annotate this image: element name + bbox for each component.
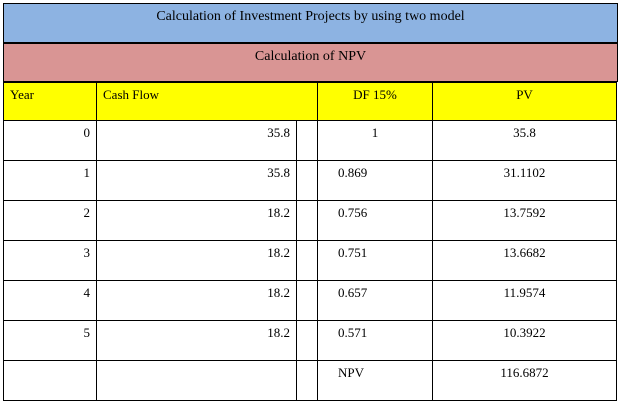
document-title: Calculation of Investment Projects by us… xyxy=(156,9,465,24)
npv-value-cell: 116.6872 xyxy=(432,360,617,401)
pv-cell: 35.8 xyxy=(432,120,617,161)
cash-flow-cell xyxy=(96,360,297,401)
table-header-row: Year Cash Flow DF 15% PV xyxy=(3,82,617,121)
header-cash-flow: Cash Flow xyxy=(96,82,318,121)
year-cell: 1 xyxy=(3,160,97,201)
npv-table-document: Calculation of Investment Projects by us… xyxy=(3,3,620,401)
df-cell: 0.869 xyxy=(317,160,433,201)
df-cell: 1 xyxy=(317,120,433,161)
df-cell: 0.657 xyxy=(317,280,433,321)
spacer-cell xyxy=(296,320,318,361)
cash-flow-cell: 18.2 xyxy=(96,320,297,361)
spacer-cell xyxy=(296,200,318,241)
spacer-cell xyxy=(296,240,318,281)
spacer-cell xyxy=(296,360,318,401)
year-cell: 4 xyxy=(3,280,97,321)
pv-cell: 31.1102 xyxy=(432,160,617,201)
pv-cell: 11.9574 xyxy=(432,280,617,321)
title-bar: Calculation of Investment Projects by us… xyxy=(3,3,618,43)
table-row: 1 35.8 0.869 31.1102 xyxy=(3,160,617,201)
cash-flow-cell: 35.8 xyxy=(96,120,297,161)
year-cell: 3 xyxy=(3,240,97,281)
npv-label-cell: NPV xyxy=(317,360,433,401)
year-cell xyxy=(3,360,97,401)
table-row: 2 18.2 0.756 13.7592 xyxy=(3,200,617,241)
year-cell: 2 xyxy=(3,200,97,241)
table-row: 5 18.2 0.571 10.3922 xyxy=(3,320,617,361)
cash-flow-cell: 18.2 xyxy=(96,240,297,281)
subtitle-bar: Calculation of NPV xyxy=(3,43,618,82)
pv-cell: 10.3922 xyxy=(432,320,617,361)
table-row: 0 35.8 1 35.8 xyxy=(3,120,617,161)
npv-table: Year Cash Flow DF 15% PV 0 35.8 1 35.8 1… xyxy=(3,82,617,401)
header-pv: PV xyxy=(432,82,617,121)
year-cell: 0 xyxy=(3,120,97,161)
header-year: Year xyxy=(3,82,97,121)
cash-flow-cell: 18.2 xyxy=(96,200,297,241)
spacer-cell xyxy=(296,120,318,161)
pv-cell: 13.7592 xyxy=(432,200,617,241)
df-cell: 0.751 xyxy=(317,240,433,281)
spacer-cell xyxy=(296,280,318,321)
cash-flow-cell: 35.8 xyxy=(96,160,297,201)
total-row: NPV 116.6872 xyxy=(3,360,617,401)
table-row: 4 18.2 0.657 11.9574 xyxy=(3,280,617,321)
pv-cell: 13.6682 xyxy=(432,240,617,281)
df-cell: 0.756 xyxy=(317,200,433,241)
cash-flow-cell: 18.2 xyxy=(96,280,297,321)
df-cell: 0.571 xyxy=(317,320,433,361)
spacer-cell xyxy=(296,160,318,201)
table-row: 3 18.2 0.751 13.6682 xyxy=(3,240,617,281)
header-df: DF 15% xyxy=(317,82,433,121)
section-title: Calculation of NPV xyxy=(254,49,367,64)
year-cell: 5 xyxy=(3,320,97,361)
